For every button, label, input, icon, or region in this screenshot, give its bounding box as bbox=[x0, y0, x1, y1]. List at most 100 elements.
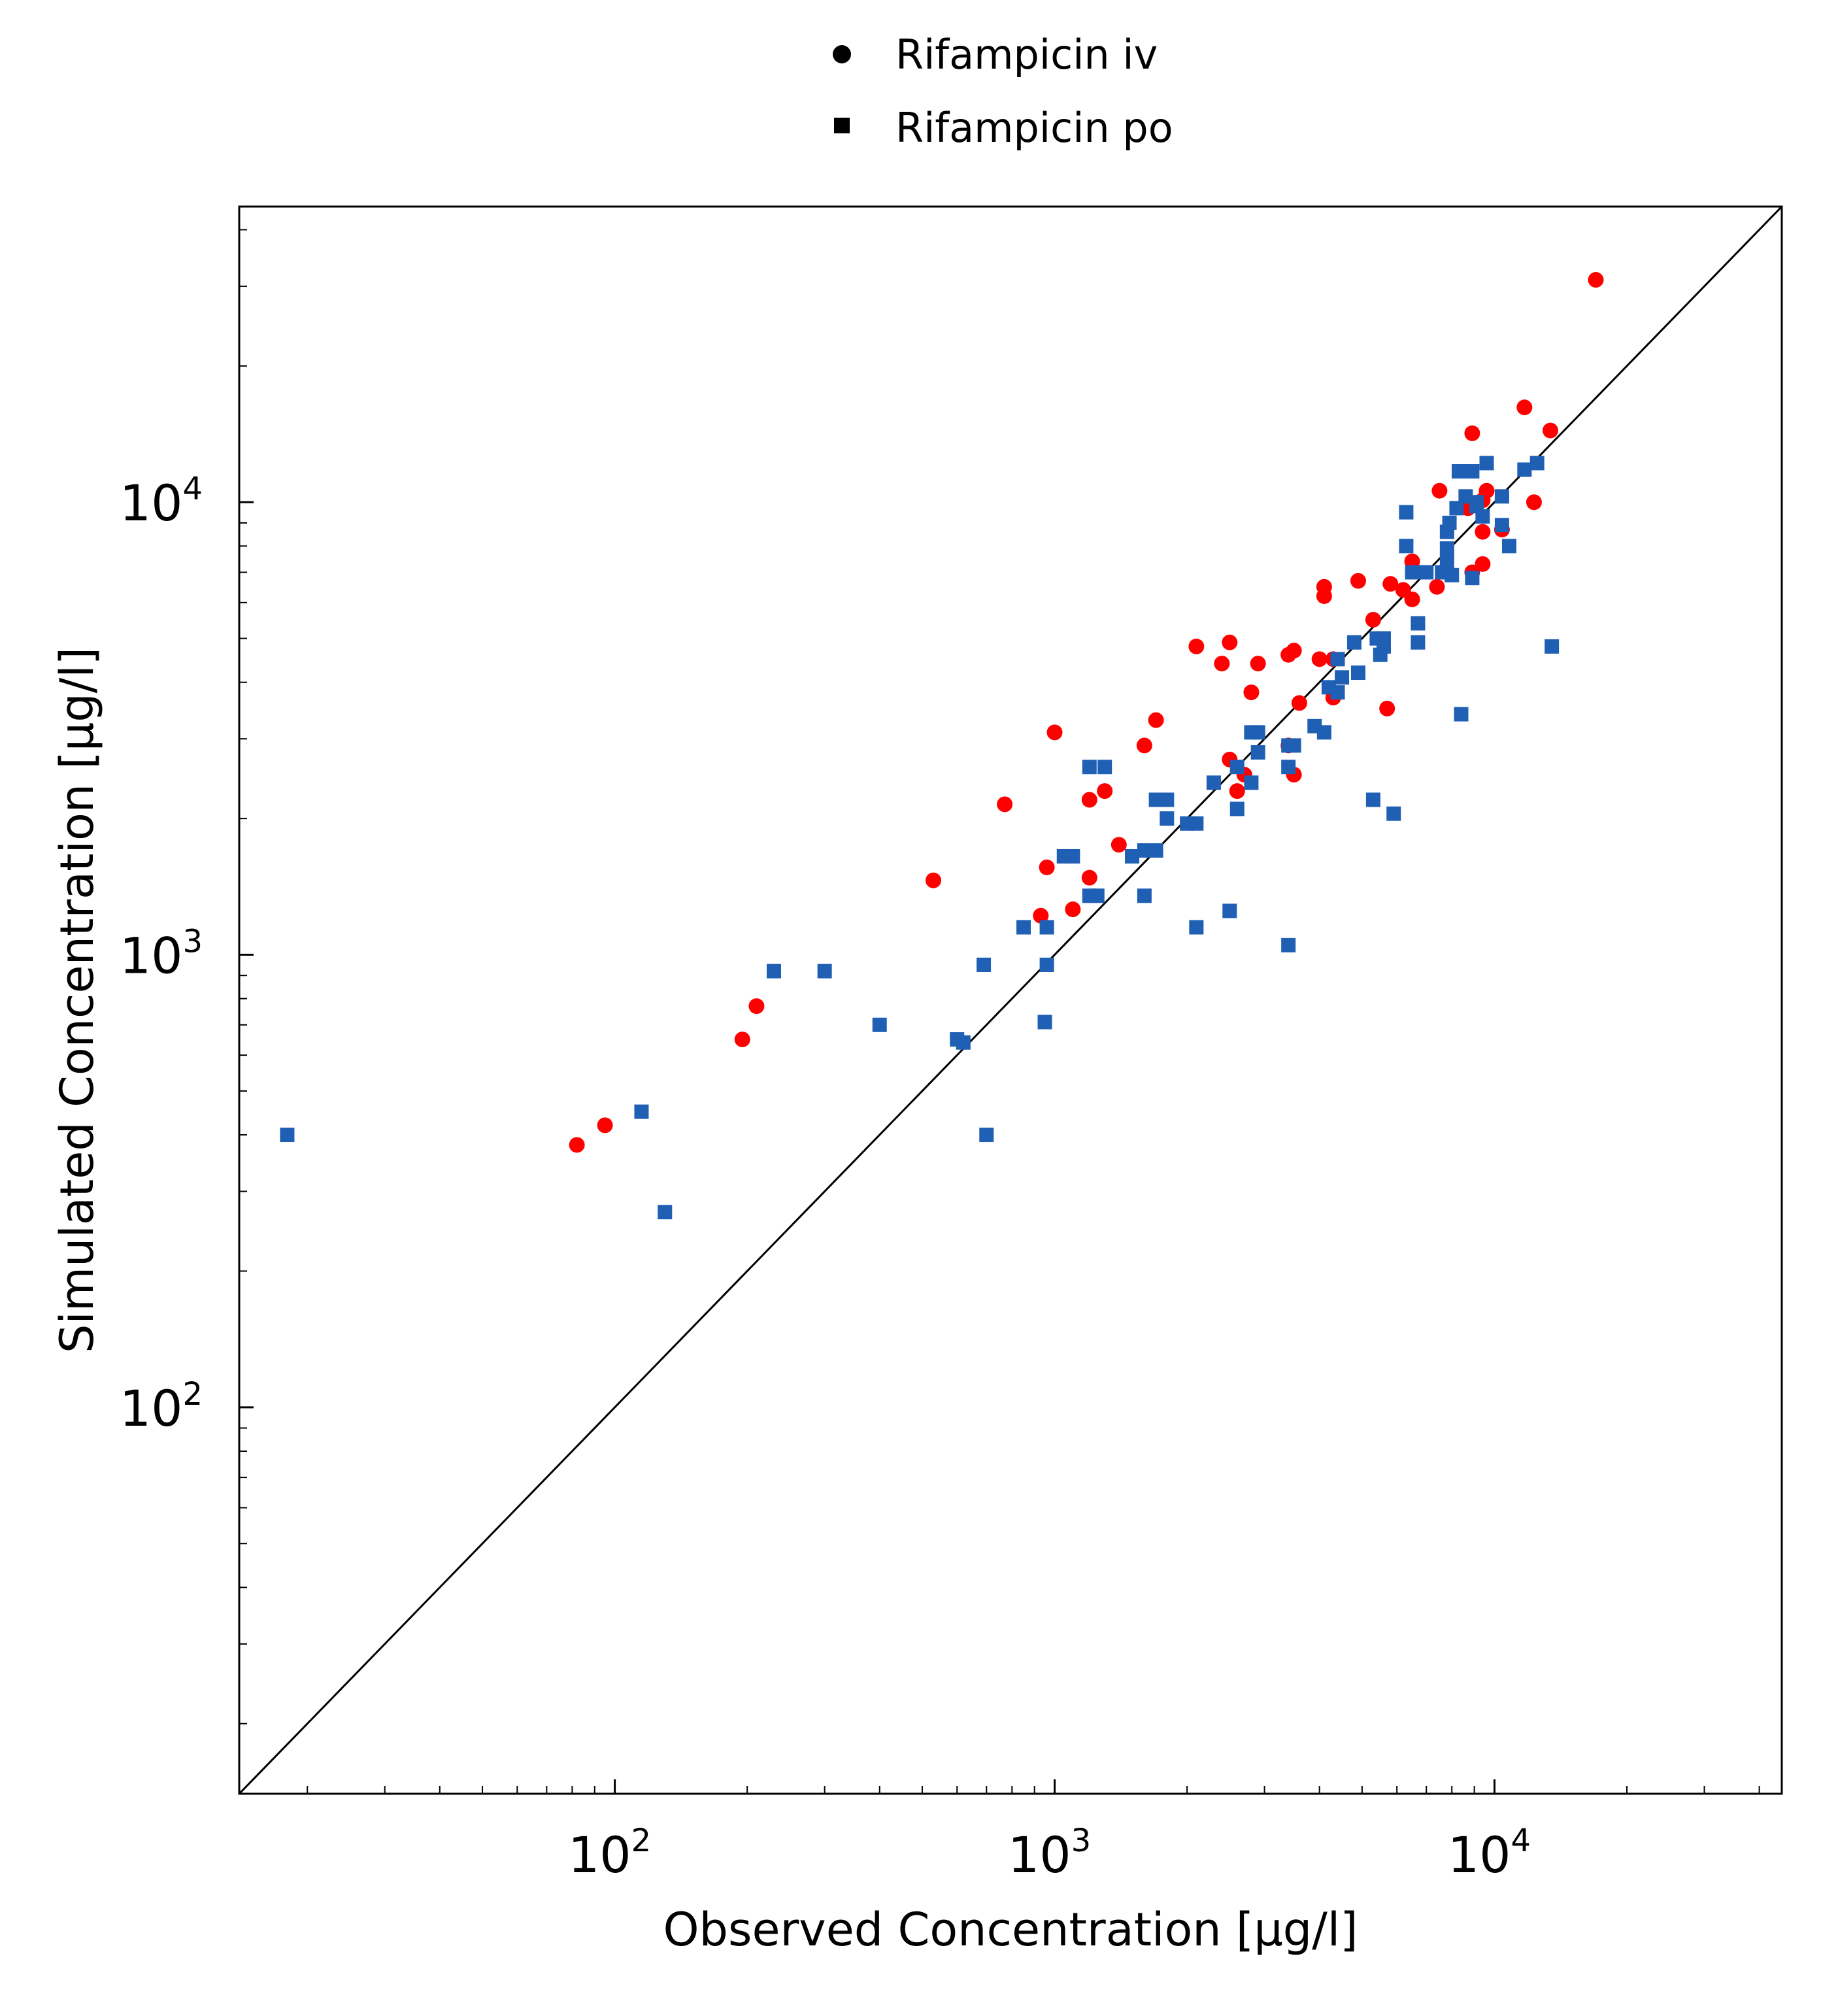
po-data-point bbox=[1250, 745, 1265, 760]
legend-item-iv: Rifampicin iv bbox=[833, 31, 1158, 78]
legend-marker-square bbox=[834, 118, 850, 133]
po-data-point bbox=[1189, 920, 1204, 935]
y-tick-label: 102 bbox=[120, 1376, 203, 1437]
po-data-point bbox=[1206, 775, 1221, 790]
po-data-point bbox=[977, 957, 992, 972]
iv-data-point bbox=[1065, 901, 1081, 918]
po-data-point bbox=[1335, 670, 1350, 685]
po-data-point bbox=[1244, 725, 1259, 740]
po-data-point bbox=[1465, 571, 1480, 586]
y-tick-base: 10 bbox=[120, 474, 183, 532]
iv-data-point bbox=[1148, 712, 1164, 728]
iv-data-point bbox=[1382, 576, 1399, 592]
po-data-point bbox=[1016, 920, 1031, 935]
po-data-point bbox=[1316, 725, 1331, 740]
y-axis: 102 103 104 Simulated Concentration [µg/… bbox=[50, 471, 254, 1437]
po-data-point bbox=[1125, 848, 1140, 864]
legend: Rifampicin iv Rifampicin po bbox=[833, 31, 1173, 152]
po-data-point bbox=[1439, 554, 1454, 569]
y-tick-base: 10 bbox=[120, 927, 183, 985]
po-data-point bbox=[280, 1128, 295, 1143]
po-data-point bbox=[1160, 811, 1175, 826]
iv-data-point bbox=[1404, 591, 1420, 607]
po-data-point bbox=[1529, 456, 1545, 471]
iv-data-point bbox=[1350, 573, 1366, 589]
po-data-point bbox=[1501, 539, 1516, 554]
iv-data-point bbox=[1250, 656, 1266, 672]
po-data-point bbox=[1494, 518, 1509, 533]
po-data-point bbox=[1039, 957, 1054, 972]
y-tick-exponent: 2 bbox=[182, 1376, 203, 1413]
po-data-point bbox=[1281, 937, 1296, 952]
legend-item-po: Rifampicin po bbox=[834, 104, 1173, 152]
x-tick-label: 104 bbox=[1448, 1823, 1531, 1884]
identity-line bbox=[238, 205, 1783, 1795]
po-data-point bbox=[1399, 505, 1414, 520]
legend-label-iv: Rifampicin iv bbox=[895, 31, 1158, 78]
po-data-point bbox=[1137, 843, 1152, 858]
iv-data-point bbox=[1111, 837, 1127, 853]
po-data-point bbox=[979, 1128, 994, 1143]
po-data-point bbox=[1148, 792, 1163, 807]
iv-data-point bbox=[1097, 783, 1113, 799]
x-tick-base: 10 bbox=[1008, 1826, 1071, 1884]
iv-data-point bbox=[1311, 651, 1328, 667]
po-data-point bbox=[1419, 565, 1434, 580]
po-data-point bbox=[1439, 524, 1454, 539]
po-data-point bbox=[658, 1205, 673, 1220]
iv-data-point bbox=[1316, 579, 1332, 595]
po-data-point bbox=[1454, 707, 1469, 722]
iv-data-point bbox=[1243, 684, 1260, 701]
po-data-point bbox=[1365, 792, 1380, 807]
po-data-point bbox=[956, 1035, 971, 1050]
plot-frame bbox=[238, 205, 1783, 1795]
po-data-point bbox=[1411, 635, 1426, 650]
iv-data-point bbox=[1222, 634, 1238, 650]
po-data-point bbox=[1545, 639, 1560, 654]
y-axis-title: Simulated Concentration [µg/l] bbox=[50, 647, 104, 1353]
po-data-point bbox=[1037, 1015, 1052, 1030]
po-data-point bbox=[1350, 665, 1365, 680]
iv-data-point bbox=[1136, 737, 1152, 754]
y-tick-label: 103 bbox=[120, 924, 203, 985]
minor-ticks bbox=[239, 229, 1760, 1794]
iv-data-point bbox=[1431, 482, 1448, 499]
series-iv bbox=[569, 272, 1604, 1153]
po-data-point bbox=[1439, 541, 1454, 556]
po-data-point bbox=[1281, 738, 1296, 753]
x-tick-exponent: 4 bbox=[1511, 1823, 1531, 1859]
po-data-point bbox=[1451, 464, 1466, 479]
iv-data-point bbox=[1214, 656, 1230, 672]
iv-data-point bbox=[1039, 859, 1055, 875]
po-data-point bbox=[1229, 760, 1245, 775]
po-data-point bbox=[1479, 456, 1494, 471]
iv-data-point bbox=[1542, 422, 1558, 439]
po-data-point bbox=[1090, 888, 1105, 903]
po-data-point bbox=[1449, 501, 1464, 516]
po-data-point bbox=[1082, 760, 1097, 775]
y-tick-exponent: 3 bbox=[182, 924, 203, 960]
po-data-point bbox=[1097, 760, 1112, 775]
po-data-point bbox=[767, 964, 782, 979]
iv-data-point bbox=[1081, 792, 1097, 808]
x-tick-label: 102 bbox=[568, 1823, 651, 1884]
iv-data-point bbox=[1464, 425, 1480, 441]
iv-data-point bbox=[734, 1032, 750, 1048]
iv-data-point bbox=[1516, 399, 1533, 416]
po-data-point bbox=[1494, 489, 1509, 504]
po-data-point bbox=[1180, 816, 1195, 831]
iv-data-point bbox=[1365, 611, 1381, 628]
x-tick-base: 10 bbox=[1448, 1826, 1511, 1884]
x-tick-exponent: 2 bbox=[631, 1823, 652, 1859]
iv-data-point bbox=[1475, 524, 1491, 540]
po-data-point bbox=[872, 1017, 887, 1032]
iv-data-point bbox=[1475, 556, 1491, 572]
legend-marker-circle bbox=[833, 45, 851, 63]
po-data-point bbox=[1229, 801, 1245, 816]
po-data-point bbox=[1346, 635, 1362, 650]
po-data-point bbox=[1373, 647, 1388, 662]
iv-data-point bbox=[925, 872, 941, 888]
iv-data-point bbox=[569, 1137, 585, 1153]
po-data-point bbox=[1405, 565, 1420, 580]
